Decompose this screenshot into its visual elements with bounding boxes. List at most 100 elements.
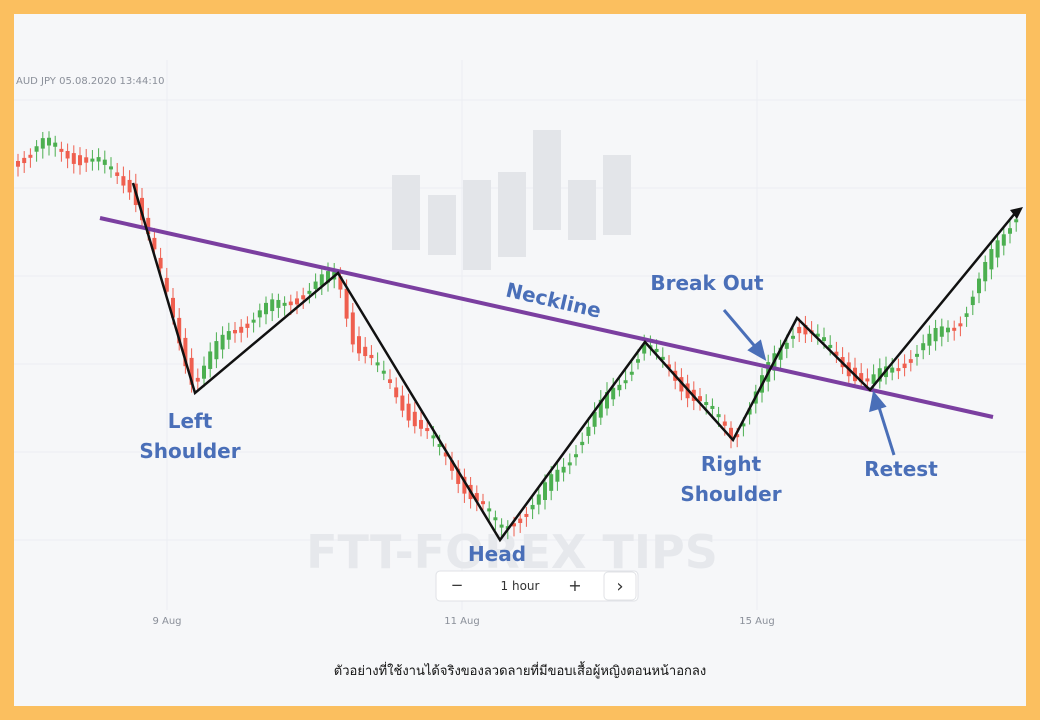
candle: [140, 197, 144, 221]
candle: [741, 423, 746, 427]
candle: [828, 344, 833, 348]
candle: [598, 399, 603, 418]
candle: [1014, 219, 1019, 223]
candle: [859, 373, 864, 383]
candle: [964, 313, 969, 317]
candle: [152, 237, 157, 250]
candle: [642, 344, 647, 354]
candle: [735, 434, 740, 438]
candle: [16, 161, 20, 167]
candle: [208, 351, 213, 369]
candle: [381, 370, 386, 374]
candle: [102, 159, 107, 165]
caption: ตัวอย่างที่ใช้งานได้จริงของลวดลายที่มีขอ…: [334, 661, 706, 679]
panel: [14, 14, 1026, 706]
candle: [264, 302, 268, 315]
candle: [189, 357, 194, 385]
candle: [574, 454, 578, 458]
candle: [59, 148, 64, 152]
candle: [394, 387, 399, 398]
candle: [220, 334, 225, 350]
zoom-in[interactable]: +: [568, 576, 581, 595]
candle: [481, 501, 485, 505]
candle: [543, 482, 547, 500]
candle: [487, 508, 492, 512]
candle: [592, 411, 597, 427]
zoom-out[interactable]: −: [451, 576, 464, 594]
candle: [40, 138, 45, 149]
x-label: 11 Aug: [444, 616, 479, 627]
pointer-arrows: [722, 309, 896, 456]
candle: [195, 377, 200, 382]
candle: [499, 524, 504, 528]
candle: [158, 257, 163, 269]
candle: [660, 356, 665, 360]
interval[interactable]: 1 hour: [501, 579, 540, 593]
right-shoulder-1: Right: [701, 452, 762, 476]
candle: [28, 154, 33, 158]
candle: [623, 380, 628, 384]
candle: [115, 172, 120, 176]
next-button[interactable]: ›: [616, 576, 623, 597]
candle: [629, 371, 634, 375]
candle: [109, 166, 113, 170]
candle: [530, 504, 535, 510]
x-label: 15 Aug: [739, 616, 774, 627]
control-box: [435, 570, 639, 602]
candle: [450, 460, 454, 471]
candle: [84, 157, 89, 163]
candle: [400, 395, 405, 411]
candle: [121, 176, 126, 186]
candle: [605, 392, 609, 409]
candle: [375, 362, 380, 366]
candle: [871, 374, 876, 384]
candle: [667, 364, 671, 369]
candle: [710, 405, 715, 409]
candle: [555, 469, 560, 482]
candle: [202, 365, 206, 379]
interval-control: − 1 hour + ›: [435, 570, 639, 602]
candle: [350, 312, 355, 345]
candle: [53, 142, 58, 147]
candle: [722, 421, 727, 426]
candle: [797, 326, 802, 334]
candle: [338, 276, 343, 290]
candle: [251, 319, 256, 323]
candle: [276, 299, 281, 308]
candle: [902, 363, 907, 369]
candle: [214, 341, 219, 360]
candle: [71, 153, 76, 164]
candle: [983, 261, 988, 282]
candle: [257, 310, 262, 318]
candle: [245, 323, 250, 328]
candle: [22, 157, 27, 164]
candle: [171, 297, 175, 318]
candle: [946, 327, 950, 333]
candle: [183, 337, 188, 367]
candle: [915, 353, 919, 357]
candle: [34, 146, 39, 152]
left-shoulder-2: Shoulder: [139, 439, 240, 463]
candle: [319, 274, 324, 286]
candle: [406, 403, 411, 421]
candle: [586, 426, 591, 436]
candle: [970, 296, 975, 306]
candle: [307, 290, 312, 294]
next-box: [603, 571, 637, 601]
candle: [1008, 228, 1012, 234]
candle: [512, 523, 516, 527]
candle: [301, 295, 306, 300]
candle: [580, 441, 585, 446]
arrow-head: [1010, 207, 1023, 219]
x-label: 9 Aug: [152, 616, 181, 627]
candle: [295, 298, 299, 305]
candle: [803, 324, 808, 335]
candle: [1001, 234, 1006, 246]
candle: [462, 476, 467, 494]
candle: [164, 277, 169, 292]
candle: [493, 517, 498, 521]
retest-label: Retest: [864, 457, 938, 481]
candle: [288, 301, 293, 306]
